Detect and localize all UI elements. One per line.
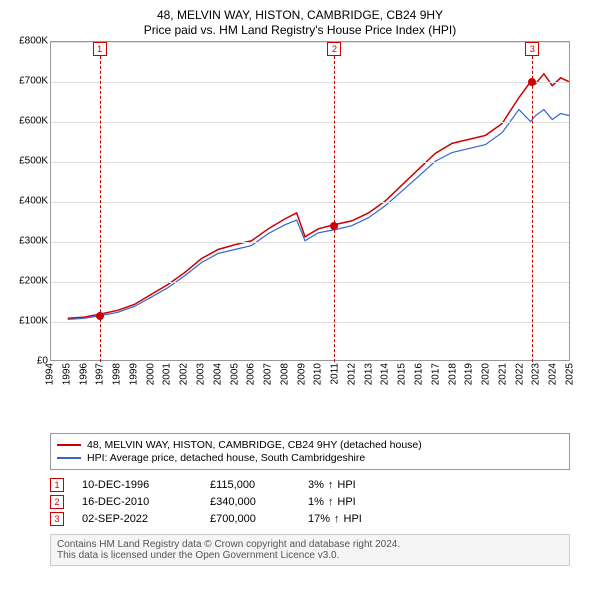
arrow-up-icon: ↑ bbox=[334, 513, 340, 525]
footer-line: This data is licensed under the Open Gov… bbox=[57, 550, 563, 561]
chart: £0£100K£200K£300K£400K£500K£600K£700K£80… bbox=[10, 41, 570, 391]
sales-table: 1 10-DEC-1996 £115,000 3%↑HPI 2 16-DEC-2010 £3… bbox=[50, 478, 570, 526]
x-tick-label: 1997 bbox=[95, 363, 106, 385]
x-tick-label: 2003 bbox=[195, 363, 206, 385]
sale-flag: 2 bbox=[50, 495, 64, 509]
y-tick-label: £500K bbox=[19, 156, 48, 167]
flag-marker: 3 bbox=[525, 42, 539, 56]
legend-swatch bbox=[57, 444, 81, 446]
x-tick-label: 2001 bbox=[162, 363, 173, 385]
legend: 48, MELVIN WAY, HISTON, CAMBRIDGE, CB24 … bbox=[50, 433, 570, 470]
x-tick-label: 2023 bbox=[531, 363, 542, 385]
x-tick-label: 2012 bbox=[346, 363, 357, 385]
x-tick-label: 2008 bbox=[279, 363, 290, 385]
y-tick-label: £100K bbox=[19, 316, 48, 327]
flag-marker: 2 bbox=[327, 42, 341, 56]
x-tick-label: 1998 bbox=[112, 363, 123, 385]
y-tick-label: £600K bbox=[19, 116, 48, 127]
sale-price: £340,000 bbox=[210, 496, 290, 508]
gridline bbox=[51, 282, 569, 283]
legend-item: 48, MELVIN WAY, HISTON, CAMBRIDGE, CB24 … bbox=[57, 439, 563, 451]
x-tick-label: 2009 bbox=[296, 363, 307, 385]
x-tick-label: 1999 bbox=[128, 363, 139, 385]
x-tick-label: 2000 bbox=[145, 363, 156, 385]
gridline bbox=[51, 202, 569, 203]
x-tick-label: 2015 bbox=[397, 363, 408, 385]
sale-row: 2 16-DEC-2010 £340,000 1%↑HPI bbox=[50, 495, 570, 509]
flag-marker: 1 bbox=[93, 42, 107, 56]
gridline bbox=[51, 122, 569, 123]
x-tick-label: 2019 bbox=[464, 363, 475, 385]
gridline bbox=[51, 82, 569, 83]
gridline bbox=[51, 42, 569, 43]
sale-marker bbox=[528, 78, 536, 86]
sale-marker bbox=[96, 312, 104, 320]
y-tick-label: £400K bbox=[19, 196, 48, 207]
gridline bbox=[51, 162, 569, 163]
x-tick-label: 2025 bbox=[565, 363, 576, 385]
series-hpi bbox=[68, 110, 569, 320]
y-tick-label: £700K bbox=[19, 76, 48, 87]
arrow-up-icon: ↑ bbox=[328, 479, 334, 491]
flag-line bbox=[532, 56, 533, 362]
legend-item: HPI: Average price, detached house, Sout… bbox=[57, 452, 563, 464]
sale-delta: 1%↑HPI bbox=[308, 496, 428, 508]
sale-date: 10-DEC-1996 bbox=[82, 479, 192, 491]
sale-price: £700,000 bbox=[210, 513, 290, 525]
y-tick-label: £200K bbox=[19, 276, 48, 287]
x-axis-labels: 1994199519961997199819992000200120022003… bbox=[50, 361, 570, 397]
x-tick-label: 2013 bbox=[363, 363, 374, 385]
y-axis-labels: £0£100K£200K£300K£400K£500K£600K£700K£80… bbox=[10, 41, 50, 361]
legend-label: HPI: Average price, detached house, Sout… bbox=[87, 452, 365, 464]
footer-attribution: Contains HM Land Registry data © Crown c… bbox=[50, 534, 570, 566]
sale-delta: 17%↑HPI bbox=[308, 513, 428, 525]
y-tick-label: £800K bbox=[19, 36, 48, 47]
chart-lines bbox=[51, 42, 569, 360]
legend-swatch bbox=[57, 457, 81, 459]
x-tick-label: 2018 bbox=[447, 363, 458, 385]
footer-line: Contains HM Land Registry data © Crown c… bbox=[57, 539, 563, 550]
plot-area: 1 2 3 bbox=[50, 41, 570, 361]
flag-line bbox=[334, 56, 335, 362]
x-tick-label: 2010 bbox=[313, 363, 324, 385]
x-tick-label: 1996 bbox=[78, 363, 89, 385]
x-tick-label: 2006 bbox=[246, 363, 257, 385]
sale-flag: 3 bbox=[50, 512, 64, 526]
sale-date: 02-SEP-2022 bbox=[82, 513, 192, 525]
x-tick-label: 2002 bbox=[179, 363, 190, 385]
sale-date: 16-DEC-2010 bbox=[82, 496, 192, 508]
page-title: 48, MELVIN WAY, HISTON, CAMBRIDGE, CB24 … bbox=[10, 8, 590, 22]
x-tick-label: 2017 bbox=[430, 363, 441, 385]
sale-row: 3 02-SEP-2022 £700,000 17%↑HPI bbox=[50, 512, 570, 526]
x-tick-label: 2021 bbox=[497, 363, 508, 385]
gridline bbox=[51, 322, 569, 323]
x-tick-label: 2016 bbox=[414, 363, 425, 385]
x-tick-label: 2014 bbox=[380, 363, 391, 385]
sale-row: 1 10-DEC-1996 £115,000 3%↑HPI bbox=[50, 478, 570, 492]
x-tick-label: 2022 bbox=[514, 363, 525, 385]
legend-label: 48, MELVIN WAY, HISTON, CAMBRIDGE, CB24 … bbox=[87, 439, 422, 451]
x-tick-label: 1994 bbox=[45, 363, 56, 385]
x-tick-label: 1995 bbox=[61, 363, 72, 385]
gridline bbox=[51, 242, 569, 243]
arrow-up-icon: ↑ bbox=[328, 496, 334, 508]
x-tick-label: 2011 bbox=[330, 363, 341, 385]
x-tick-label: 2024 bbox=[548, 363, 559, 385]
x-tick-label: 2007 bbox=[263, 363, 274, 385]
sale-marker bbox=[330, 222, 338, 230]
sale-flag: 1 bbox=[50, 478, 64, 492]
page-subtitle: Price paid vs. HM Land Registry's House … bbox=[10, 23, 590, 37]
x-tick-label: 2020 bbox=[481, 363, 492, 385]
x-tick-label: 2004 bbox=[212, 363, 223, 385]
y-tick-label: £300K bbox=[19, 236, 48, 247]
sale-price: £115,000 bbox=[210, 479, 290, 491]
sale-delta: 3%↑HPI bbox=[308, 479, 428, 491]
x-tick-label: 2005 bbox=[229, 363, 240, 385]
